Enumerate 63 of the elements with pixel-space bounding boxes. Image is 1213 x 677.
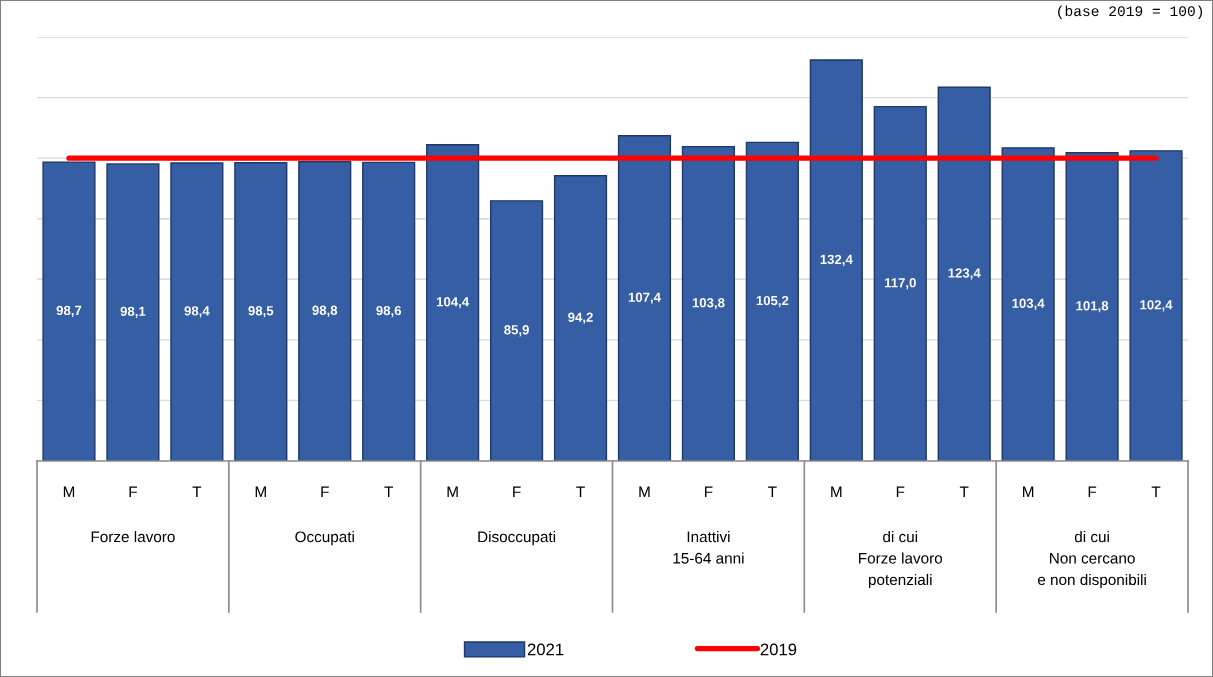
x-tick-label: M	[255, 486, 266, 498]
bar	[170, 162, 224, 461]
data-label: 104,4	[436, 297, 470, 309]
bar	[1129, 150, 1183, 461]
legend-label: 2021	[527, 643, 564, 656]
x-tick-label: T	[959, 486, 969, 498]
bar	[42, 161, 96, 461]
x-tick-label: F	[321, 486, 329, 498]
x-tick-label: F	[896, 486, 905, 498]
data-label: 123,4	[948, 268, 981, 280]
bar	[745, 141, 799, 461]
text: (base 2019 = 100)	[1058, 5, 1203, 20]
data-label: 98,5	[248, 306, 274, 318]
text: Occupati	[295, 531, 354, 546]
text: di cui Forze lavoro potenziali	[859, 531, 943, 589]
bar	[553, 175, 608, 461]
bar	[1065, 151, 1119, 461]
bar	[106, 163, 160, 461]
bar	[937, 86, 991, 461]
text: Forze lavoro	[91, 531, 175, 543]
x-tick-label: T	[576, 486, 585, 498]
bar	[617, 135, 672, 461]
text: Inattivi 15-64 anni	[673, 531, 744, 564]
x-tick-label: T	[768, 486, 777, 498]
data-label: 94,2	[568, 312, 593, 324]
data-label: 103,4	[1012, 298, 1045, 310]
x-tick-label: M	[1023, 486, 1034, 498]
data-label: 103,8	[692, 298, 725, 310]
data-label: 98,6	[376, 305, 402, 318]
x-tick-label: F	[513, 486, 521, 498]
text: di cui Non cercano e non disponibili	[1037, 531, 1146, 589]
bar	[873, 105, 927, 461]
data-label: 98,8	[312, 305, 338, 317]
text: Disoccupati	[478, 531, 556, 546]
data-label: 132,4	[820, 254, 853, 266]
data-label: 105,2	[756, 295, 789, 308]
x-tick-label: M	[831, 486, 842, 498]
bar	[489, 200, 544, 461]
x-tick-label: M	[639, 486, 650, 498]
bar	[234, 161, 288, 461]
data-label: 117,0	[884, 278, 916, 290]
x-tick-label: M	[63, 486, 75, 498]
data-label: 98,1	[120, 306, 146, 318]
bar	[1001, 147, 1055, 461]
x-tick-label: F	[705, 486, 713, 498]
legend-label: 2019	[760, 643, 797, 656]
bar	[362, 161, 416, 461]
x-tick-label: T	[384, 486, 394, 498]
data-label: 98,7	[56, 305, 82, 317]
bar	[298, 161, 352, 461]
x-tick-label: T	[192, 486, 202, 498]
data-label: 102,4	[1140, 300, 1173, 312]
bar	[681, 145, 736, 461]
data-label: 85,9	[504, 325, 529, 337]
x-tick-label: T	[1151, 486, 1161, 498]
data-label: 98,4	[184, 306, 210, 318]
x-tick-label: M	[447, 486, 458, 498]
bar	[426, 144, 480, 461]
bar	[809, 59, 863, 461]
x-tick-label: F	[1088, 486, 1097, 498]
data-label: 101,8	[1076, 301, 1109, 313]
x-tick-label: F	[129, 486, 137, 498]
data-label: 107,4	[628, 292, 661, 304]
